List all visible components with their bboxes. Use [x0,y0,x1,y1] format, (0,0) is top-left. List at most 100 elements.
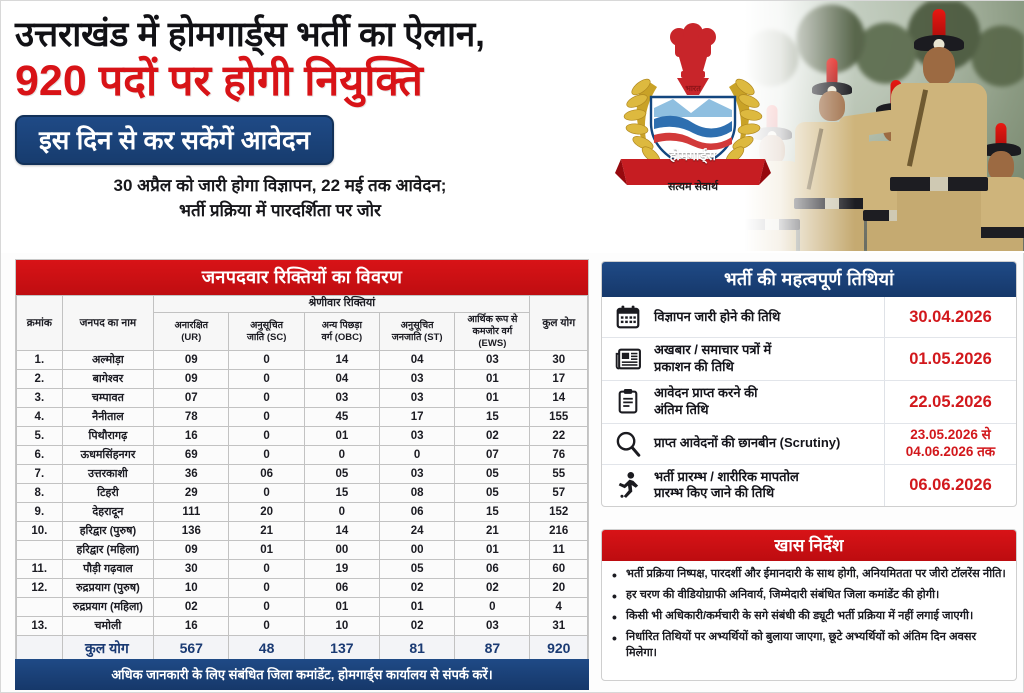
cell-sc: 06 [228,464,305,485]
cell-sc: 0 [228,350,305,371]
instruction-item: हर चरण की वीडियोग्राफी अनिवार्य, जिम्मेद… [612,587,1006,606]
table-head: क्रमांक जनपद का नाम श्रेणीवार रिक्तियां … [16,294,588,352]
table-row: 12. रुद्रप्रयाग (पुरुष) 10 0 06 02 02 20 [16,578,588,599]
th-category-group: श्रेणीवार रिक्तियां [153,295,531,313]
instruction-item: निर्धारित तिथियों पर अभ्यर्थियों को बुला… [612,629,1006,660]
date-row: आवेदन प्राप्त करने की अंतिम तिथि 22.05.202… [602,380,1016,424]
cell-total: 55 [529,464,588,485]
svg-text:भारत: भारत [685,84,701,93]
th-st-l2: जनजाति (ST) [391,331,443,343]
subtitle-line-1: 30 अप्रैल को जारी होगा विज्ञापन, 22 मई त… [113,176,447,196]
date-label: आवेदन प्राप्त करने की अंतिम तिथि [654,381,884,423]
date-value: 06.06.2026 [884,464,1016,507]
cell-total: 14 [529,388,588,409]
cell-ur: 30 [153,559,230,580]
th-obc: अन्य पिछड़ा वर्ग (OBC) [303,311,380,352]
subtitle-line-2: भर्ती प्रक्रिया में पारदर्शिता पर जोर [179,200,381,220]
summary-ur: 567 [153,635,230,662]
cell-obc: 14 [303,350,380,371]
cell-ews: 02 [454,578,531,599]
headline-block: उत्तराखंड में होमगार्ड्स भर्ती का ऐलान, … [15,15,615,223]
cell-sc: 0 [228,369,305,390]
home-guards-emblem-icon: भारत होमगार्ड्स सत्यम सेवार्थ [613,13,773,203]
date-label-line-1: आवेदन प्राप्त करने की [654,384,758,400]
important-dates-card: भर्ती की महत्वपूर्ण तिथियां विज्ञापन जार… [601,261,1017,508]
cell-ur: 136 [153,521,230,542]
table-body: 1. अल्मोड़ा 09 0 14 04 03 30 2. बागेश्वर 09 0 04 03 01… [16,350,588,637]
cell-total: 76 [529,445,588,466]
cell-obc: 0 [303,502,380,523]
cell-ur: 69 [153,445,230,466]
th-ews-l2: कमजोर वर्ग (EWS) [472,325,513,349]
date-label-line-2: प्रकाशन की तिथि [654,358,734,374]
special-instructions-list: भर्ती प्रक्रिया निष्पक्ष, पारदर्शी और ईम… [602,561,1016,671]
calendar-icon [602,304,654,330]
table-row: 11. पौड़ी गढ़वाल 30 0 19 05 06 60 [16,559,588,580]
cell-st: 05 [378,559,456,580]
th-district: जनपद का नाम [61,294,155,352]
cell-sc: 21 [228,521,305,542]
cell-ur: 07 [153,388,230,409]
cell-ur: 10 [153,578,230,599]
cell-sc: 01 [228,540,305,561]
cell-ews: 0 [454,597,531,618]
ashoka-capital-icon [670,23,716,95]
cell-total: 4 [529,597,588,618]
cell-total: 11 [529,540,588,561]
cell-obc: 01 [303,597,380,618]
cell-ur: 78 [153,407,230,428]
cell-obc: 05 [303,464,380,485]
cell-total: 17 [529,369,588,390]
cell-district: नैनीताल [61,407,155,428]
table-row: 13. चमोली 16 0 10 02 03 31 [16,616,588,637]
cell-district: चम्पावत [61,388,155,409]
cell-obc: 01 [303,426,380,447]
home-guards-parade-photo [735,1,1024,251]
table-foot: कुल योग 567 48 137 81 87 920 [16,635,588,662]
cell-sn: 7. [16,464,63,485]
cell-ur: 09 [153,350,230,371]
cell-district: चमोली [61,616,155,637]
cell-sc: 0 [228,616,305,637]
cell-total: 20 [529,578,588,599]
cell-sc: 20 [228,502,305,523]
cell-ews: 01 [454,388,531,409]
contact-footer-bar: अधिक जानकारी के लिए संबंधित जिला कमांडें… [15,659,589,690]
cell-district: हरिद्वार (पुरुष) [61,521,155,542]
th-sc: अनुसूचित जाति (SC) [228,311,305,352]
table-summary-row: कुल योग 567 48 137 81 87 920 [16,635,588,662]
headline-line-2: 920 पदों पर होगी नियुक्ति [15,57,423,106]
cell-sn: 10. [16,521,63,542]
table-row: 10. हरिद्वार (पुरुष) 136 21 14 24 21 216 [16,521,588,542]
cell-sc: 0 [228,483,305,504]
cell-obc: 03 [303,388,380,409]
cell-st: 01 [378,597,456,618]
date-value-line-1: 22.05.2026 [909,392,992,411]
cell-sc: 0 [228,426,305,447]
th-st: अनुसूचित जनजाति (ST) [378,311,456,352]
cell-obc: 0 [303,445,380,466]
date-row: अखबार / समाचार पत्रों में प्रकाशन की तिथि… [602,338,1016,381]
subtitle-block: 30 अप्रैल को जारी होगा विज्ञापन, 22 मई त… [15,174,545,222]
table-head-row-1: क्रमांक जनपद का नाम श्रेणीवार रिक्तियां … [16,294,588,352]
cell-total: 216 [529,521,588,542]
guard-figure-lead [837,1,993,251]
th-ur-l2: (UR) [181,331,202,343]
cell-ews: 21 [454,521,531,542]
th-total: कुल योग [529,294,588,352]
newspaper-icon [602,346,654,372]
cell-sn: 6. [16,445,63,466]
cell-ews: 15 [454,407,531,428]
date-row: भर्ती प्रारम्भ / शारीरिक मापतोल प्रारम्भ … [602,464,1016,507]
date-value-line-1: 01.05.2026 [909,349,992,368]
cell-sc: 0 [228,597,305,618]
cell-sn: 1. [16,350,63,371]
cell-sc: 0 [228,388,305,409]
cell-ews: 01 [454,369,531,390]
cell-ews: 03 [454,350,531,371]
cell-ews: 05 [454,483,531,504]
date-row: प्राप्त आवेदनों की छानबीन (Scrutiny) 23.0… [602,423,1016,465]
cell-district: पौड़ी गढ़वाल [61,559,155,580]
th-ews-l1: आर्थिक रूप से [467,313,518,325]
